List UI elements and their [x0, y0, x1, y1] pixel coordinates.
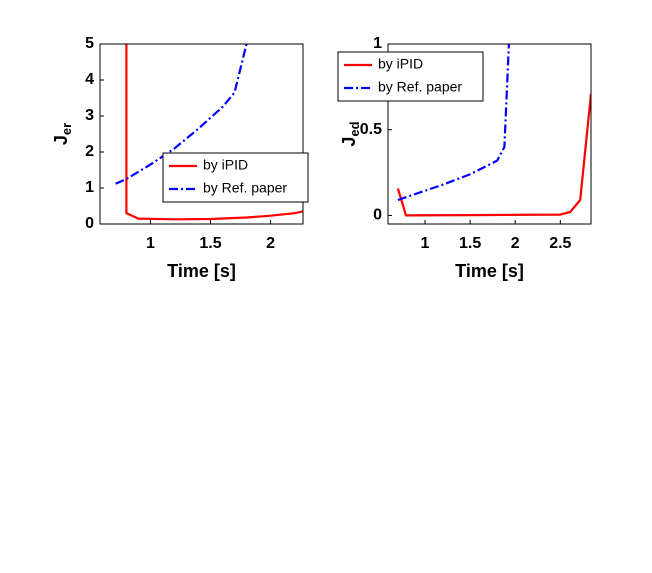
- y-label-sub: er: [59, 123, 74, 135]
- y-tick-label: 2: [85, 143, 94, 160]
- y-tick-label: 1: [373, 35, 382, 52]
- x-tick-label: 1: [146, 235, 155, 252]
- y-label-main: J: [51, 135, 71, 145]
- series-line: [397, 43, 510, 202]
- y-tick-label: 4: [85, 71, 94, 88]
- axes-frame: [387, 43, 592, 225]
- legend-label: by iPID: [203, 157, 248, 173]
- y-label-sub: ed: [347, 121, 362, 136]
- x-axis-label: Time [s]: [455, 261, 524, 281]
- x-tick-label: 2: [511, 235, 520, 252]
- x-tick-label: 1.5: [459, 235, 481, 252]
- y-tick-label: 1: [85, 179, 94, 196]
- x-tick-label: 2.5: [549, 235, 571, 252]
- y-axis-label: Jed: [339, 121, 363, 146]
- legend-label: by Ref. paper: [378, 79, 462, 95]
- y-tick-label: 0: [85, 215, 94, 232]
- legend-box: [337, 51, 484, 102]
- y-tick-label: 0.5: [360, 121, 382, 138]
- series-line: [125, 44, 303, 221]
- y-tick-label: 5: [85, 35, 94, 52]
- y-tick-label: 3: [85, 107, 94, 124]
- legend-box: [162, 152, 309, 203]
- series-line: [396, 93, 591, 217]
- x-tick-label: 1: [421, 235, 430, 252]
- x-axis-label: Time [s]: [167, 261, 236, 281]
- x-tick-label: 1.5: [199, 235, 221, 252]
- y-label-main: J: [339, 137, 359, 147]
- legend-label: by Ref. paper: [203, 180, 287, 196]
- axes-frame: [99, 43, 304, 225]
- chart: 0 1 2 3 4 5 1 1.5 2 Time [s] Jer by iPID by Ref. pap…: [51, 35, 309, 281]
- chart: 0 0.5 1 1 1.5 2 2.5 Time [s] Jed by iPID by Ref. p…: [337, 35, 592, 281]
- y-tick-label: 0: [373, 207, 382, 224]
- y-axis-label: Jer: [51, 123, 75, 145]
- x-tick-label: 2: [266, 235, 275, 252]
- legend-label: by iPID: [378, 56, 423, 72]
